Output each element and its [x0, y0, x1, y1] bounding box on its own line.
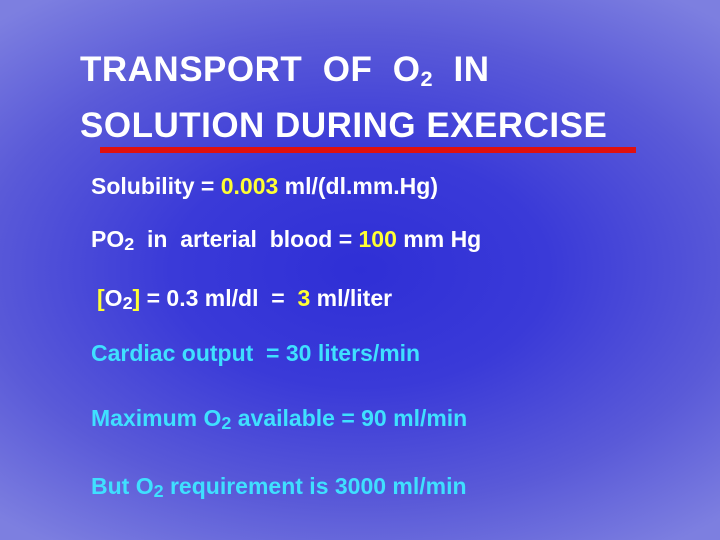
- bracket-open: [: [97, 285, 105, 311]
- title-line-1-end: IN: [433, 50, 490, 89]
- max-o2-subscript: 2: [221, 413, 232, 434]
- cardiac-output-line: Cardiac output = 30 liters/min: [91, 340, 421, 366]
- o2-requirement-line: But O2 requirement is 3000 ml/min: [91, 472, 467, 505]
- title-subscript: 2: [420, 65, 434, 91]
- po2-label: PO: [91, 226, 125, 252]
- po2-value: 100: [358, 226, 397, 252]
- o2-concentration-line: [O2] = 0.3 ml/dl = 3 ml/liter: [97, 284, 392, 317]
- title-divider: [100, 147, 636, 153]
- solubility-value: 0.003: [220, 173, 279, 199]
- conc-o-label: O: [104, 285, 123, 311]
- max-o2-label: Maximum O: [91, 405, 222, 431]
- solubility-label: Solubility =: [91, 173, 221, 199]
- conc-value: 3: [297, 285, 311, 311]
- max-o2-line: Maximum O2 available = 90 ml/min: [91, 404, 467, 437]
- slide-title: TRANSPORT OF O2 IN SOLUTION DURING EXERC…: [80, 46, 700, 149]
- title-line-2: SOLUTION DURING EXERCISE: [80, 105, 608, 145]
- solubility-unit: ml/(dl.mm.Hg): [278, 173, 439, 199]
- conc-unit: ml/liter: [310, 285, 393, 311]
- po2-line: PO2 in arterial blood = 100 mm Hg: [91, 225, 481, 258]
- solubility-line: Solubility = 0.003 ml/(dl.mm.Hg): [91, 172, 438, 200]
- max-o2-text: available = 90 ml/min: [231, 405, 468, 431]
- requirement-label: But O: [91, 473, 154, 499]
- title-line-1-text: TRANSPORT OF O: [80, 50, 421, 89]
- conc-subscript: 2: [122, 293, 133, 314]
- conc-text: = 0.3 ml/dl =: [140, 285, 298, 311]
- po2-unit: mm Hg: [396, 226, 482, 252]
- bracket-close: ]: [132, 285, 141, 311]
- requirement-text: requirement is 3000 ml/min: [163, 473, 467, 499]
- po2-subscript: 2: [124, 234, 135, 255]
- title-line-1: TRANSPORT OF O2 IN: [80, 46, 700, 102]
- po2-text: in arterial blood =: [134, 226, 359, 252]
- requirement-subscript: 2: [153, 481, 164, 502]
